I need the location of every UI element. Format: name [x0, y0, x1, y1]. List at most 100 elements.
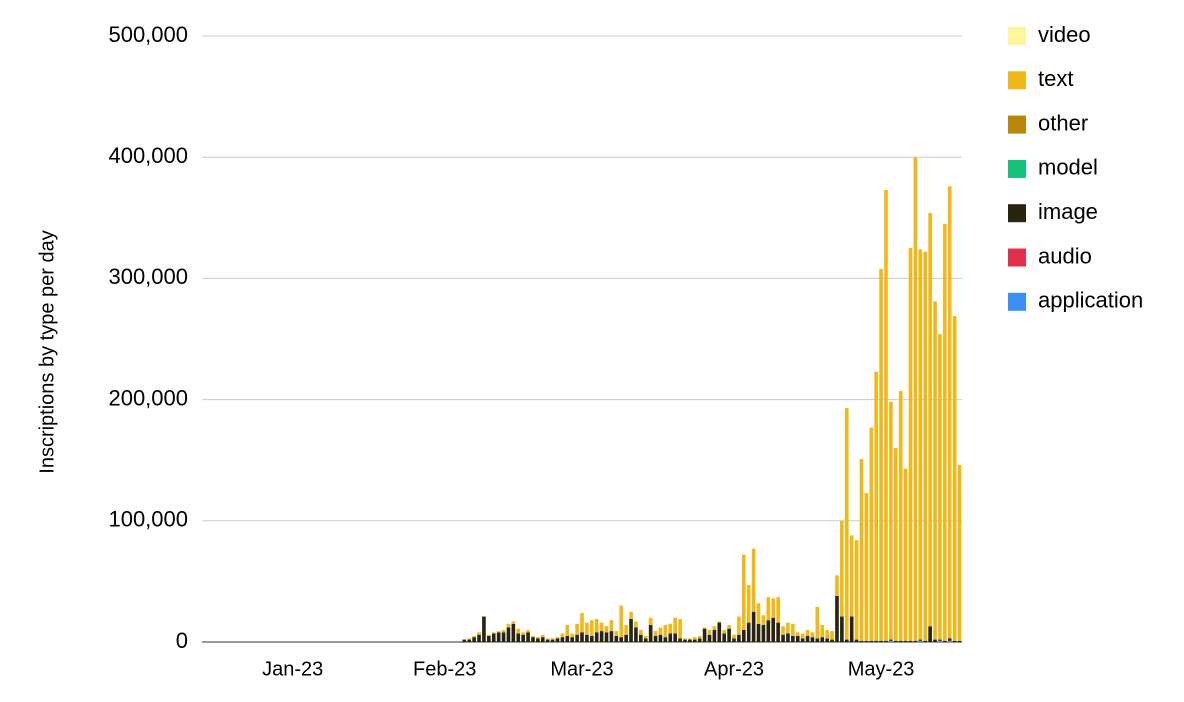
bar-segment — [688, 639, 692, 642]
bar-segment — [604, 626, 609, 633]
bar-segment — [786, 622, 790, 634]
bar-segment — [859, 640, 864, 642]
bar-segment — [918, 640, 923, 642]
bar-segment — [668, 633, 673, 642]
bar-segment — [506, 623, 511, 628]
bar-segment — [795, 635, 800, 642]
legend-swatch — [1008, 159, 1026, 178]
bar-segment — [918, 249, 923, 640]
bar-segment — [594, 632, 599, 642]
bar-segment — [599, 631, 604, 642]
bar-segment — [771, 598, 776, 618]
y-tick-label: 100,000 — [108, 507, 188, 532]
bar-segment — [589, 620, 594, 636]
bar-segment — [678, 638, 682, 642]
bar-segment — [673, 617, 677, 634]
bar-segment — [869, 640, 874, 642]
bar-segment — [756, 623, 761, 642]
bar-segment — [658, 634, 663, 642]
bar-segment — [903, 640, 908, 642]
bar-segment — [859, 458, 864, 641]
bar-segment — [599, 622, 604, 632]
bar-segment — [634, 621, 638, 628]
bar-segment — [840, 520, 844, 617]
bar-segment — [589, 635, 594, 642]
bar-segment — [516, 628, 521, 634]
bar-segment — [938, 639, 942, 641]
bar-segment — [472, 635, 476, 638]
bar-segment — [482, 616, 486, 642]
legend-swatch — [1008, 71, 1026, 90]
bar-segment — [702, 628, 707, 642]
bar-segment — [766, 620, 771, 642]
bar-segment — [815, 606, 820, 639]
legend-swatch — [1008, 292, 1026, 311]
bar-segment — [467, 639, 472, 642]
bar-segment — [531, 635, 535, 638]
bar-segment — [511, 623, 516, 642]
y-tick-label: 300,000 — [108, 264, 188, 289]
bar-segment — [756, 603, 761, 624]
bar-segment — [825, 629, 829, 639]
bar-segment — [898, 640, 903, 642]
bar-segment — [565, 635, 570, 642]
bar-segment — [639, 634, 643, 642]
bar-segment — [928, 212, 932, 627]
bar-segment — [918, 639, 923, 641]
bar-segment — [889, 640, 893, 642]
bar-segment — [594, 618, 599, 633]
bar-segment — [717, 622, 722, 642]
bar-segment — [712, 629, 717, 642]
bar-segment — [570, 633, 575, 638]
bar-segment — [737, 634, 741, 642]
bar-segment — [585, 622, 589, 635]
bar-segment — [938, 640, 942, 642]
legend-label: text — [1038, 66, 1073, 91]
bar-segment — [614, 631, 619, 636]
bar-segment — [751, 611, 756, 642]
bar-segment — [673, 633, 677, 642]
bar-segment — [727, 625, 731, 629]
bar-segment — [884, 189, 888, 641]
bar-segment — [732, 634, 736, 639]
bar-segment — [550, 638, 555, 640]
bar-segment — [795, 632, 800, 636]
bar-segment — [540, 634, 545, 638]
bar-segment — [913, 157, 918, 641]
bar-segment — [540, 637, 545, 642]
x-tick-label: Apr-23 — [704, 658, 764, 680]
bar-segment — [854, 540, 859, 640]
bar-segment — [893, 448, 898, 641]
y-axis-label: Inscriptions by type per day — [36, 230, 58, 473]
bar-segment — [692, 639, 697, 642]
bar-segment — [663, 625, 668, 638]
bar-segment — [805, 635, 810, 642]
legend-swatch — [1008, 248, 1026, 267]
bar-segment — [786, 633, 790, 642]
bar-segment — [741, 554, 746, 630]
legend-swatch — [1008, 27, 1026, 45]
x-tick-label: Feb-23 — [413, 658, 476, 680]
bar-segment — [668, 623, 673, 634]
legend-swatch — [1008, 204, 1026, 223]
bar-segment — [913, 640, 918, 642]
bar-segment — [889, 402, 893, 640]
bar-segment — [889, 639, 893, 641]
bar-segment — [791, 623, 795, 636]
bar-segment — [536, 637, 540, 639]
bar-segment — [947, 640, 952, 642]
bar-segment — [908, 640, 913, 642]
bar-segment — [487, 634, 491, 636]
bar-segment — [933, 639, 937, 642]
bar-segment — [732, 638, 736, 642]
bar-segment — [653, 635, 658, 642]
bar-segment — [501, 629, 506, 633]
bar-segment — [688, 638, 692, 640]
bar-segment — [634, 627, 638, 642]
bar-segment — [501, 632, 506, 642]
legend-label: video — [1038, 22, 1091, 47]
bar-segment — [609, 631, 614, 642]
bar-segment — [761, 625, 766, 642]
bar-segment — [717, 621, 722, 623]
bar-segment — [820, 637, 825, 642]
